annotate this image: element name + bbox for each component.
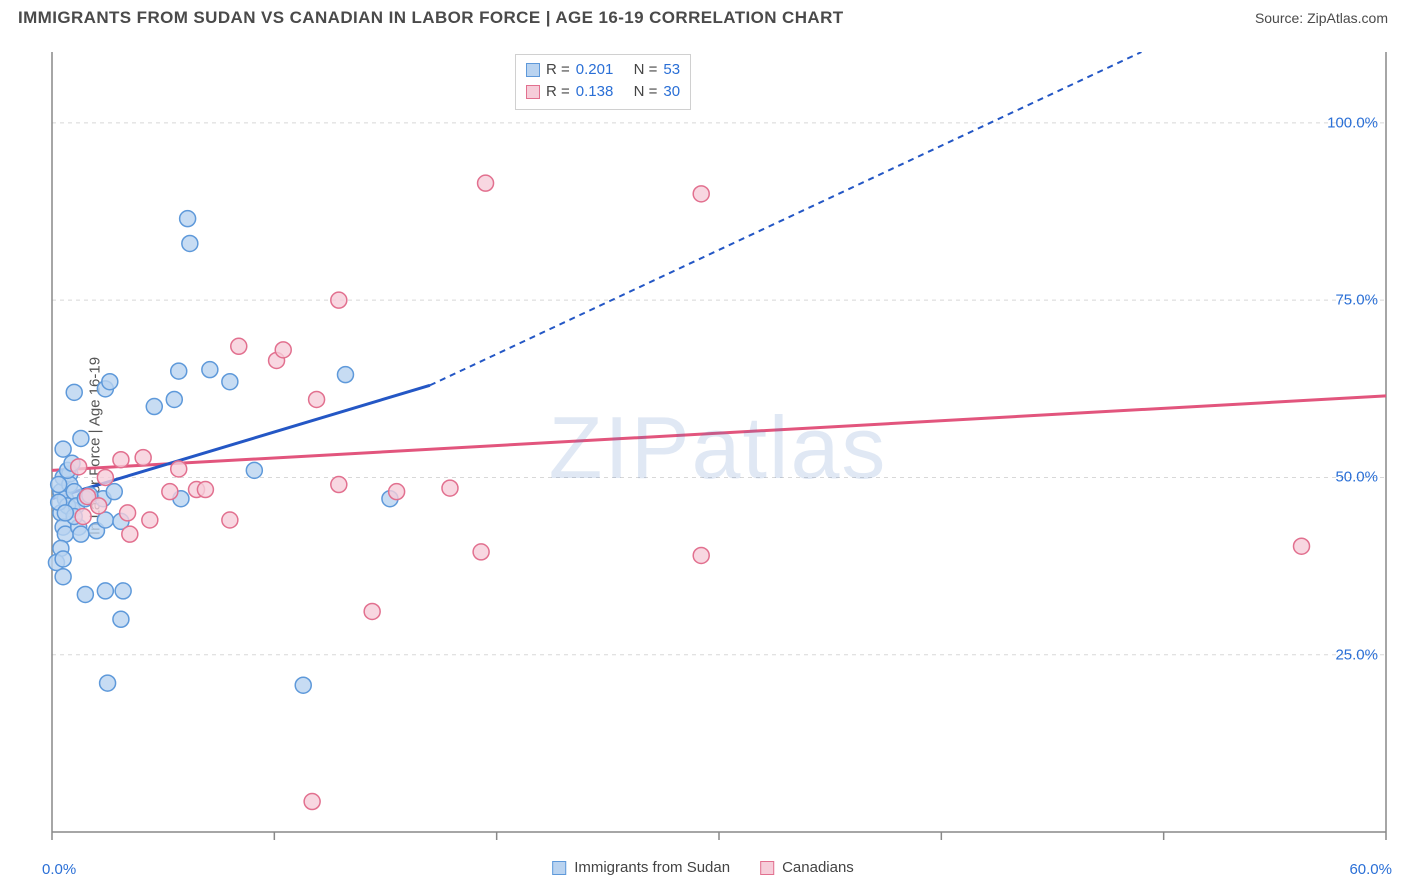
- legend-n-prefix: N =: [634, 59, 658, 81]
- legend-item-canadian: Canadians: [760, 859, 854, 876]
- legend-swatch-sudan-icon: [552, 861, 566, 875]
- y-tick-label: 100.0%: [1327, 114, 1378, 131]
- chart-title: IMMIGRANTS FROM SUDAN VS CANADIAN IN LAB…: [18, 8, 844, 28]
- y-tick-label: 50.0%: [1335, 469, 1378, 486]
- legend-n-sudan: 53: [663, 59, 680, 81]
- legend-row-canadian: R = 0.138 N = 30: [526, 81, 680, 103]
- scatter-chart: [40, 52, 1396, 848]
- legend-swatch-canadian-icon: [760, 861, 774, 875]
- legend-n-prefix: N =: [634, 81, 658, 103]
- legend-n-canadian: 30: [663, 81, 680, 103]
- chart-header: IMMIGRANTS FROM SUDAN VS CANADIAN IN LAB…: [0, 0, 1406, 36]
- plot-area: R = 0.201 N = 53 R = 0.138 N = 30 ZIPatl…: [40, 52, 1396, 848]
- y-tick-label: 75.0%: [1335, 292, 1378, 309]
- legend-row-sudan: R = 0.201 N = 53: [526, 59, 680, 81]
- series-legend: Immigrants from Sudan Canadians: [552, 859, 854, 876]
- legend-r-canadian: 0.138: [576, 81, 614, 103]
- source-label: Source: ZipAtlas.com: [1255, 10, 1388, 26]
- x-tick-max: 60.0%: [1349, 861, 1392, 878]
- legend-r-prefix: R =: [546, 59, 570, 81]
- legend-r-prefix: R =: [546, 81, 570, 103]
- source-link[interactable]: ZipAtlas.com: [1307, 10, 1388, 26]
- legend-label-sudan: Immigrants from Sudan: [574, 859, 730, 876]
- legend-swatch-canadian: [526, 85, 540, 99]
- x-tick-min: 0.0%: [42, 861, 76, 878]
- correlation-legend: R = 0.201 N = 53 R = 0.138 N = 30: [515, 54, 691, 110]
- source-prefix: Source:: [1255, 10, 1307, 26]
- legend-label-canadian: Canadians: [782, 859, 854, 876]
- legend-swatch-sudan: [526, 63, 540, 77]
- y-tick-label: 25.0%: [1335, 646, 1378, 663]
- legend-r-sudan: 0.201: [576, 59, 614, 81]
- legend-item-sudan: Immigrants from Sudan: [552, 859, 730, 876]
